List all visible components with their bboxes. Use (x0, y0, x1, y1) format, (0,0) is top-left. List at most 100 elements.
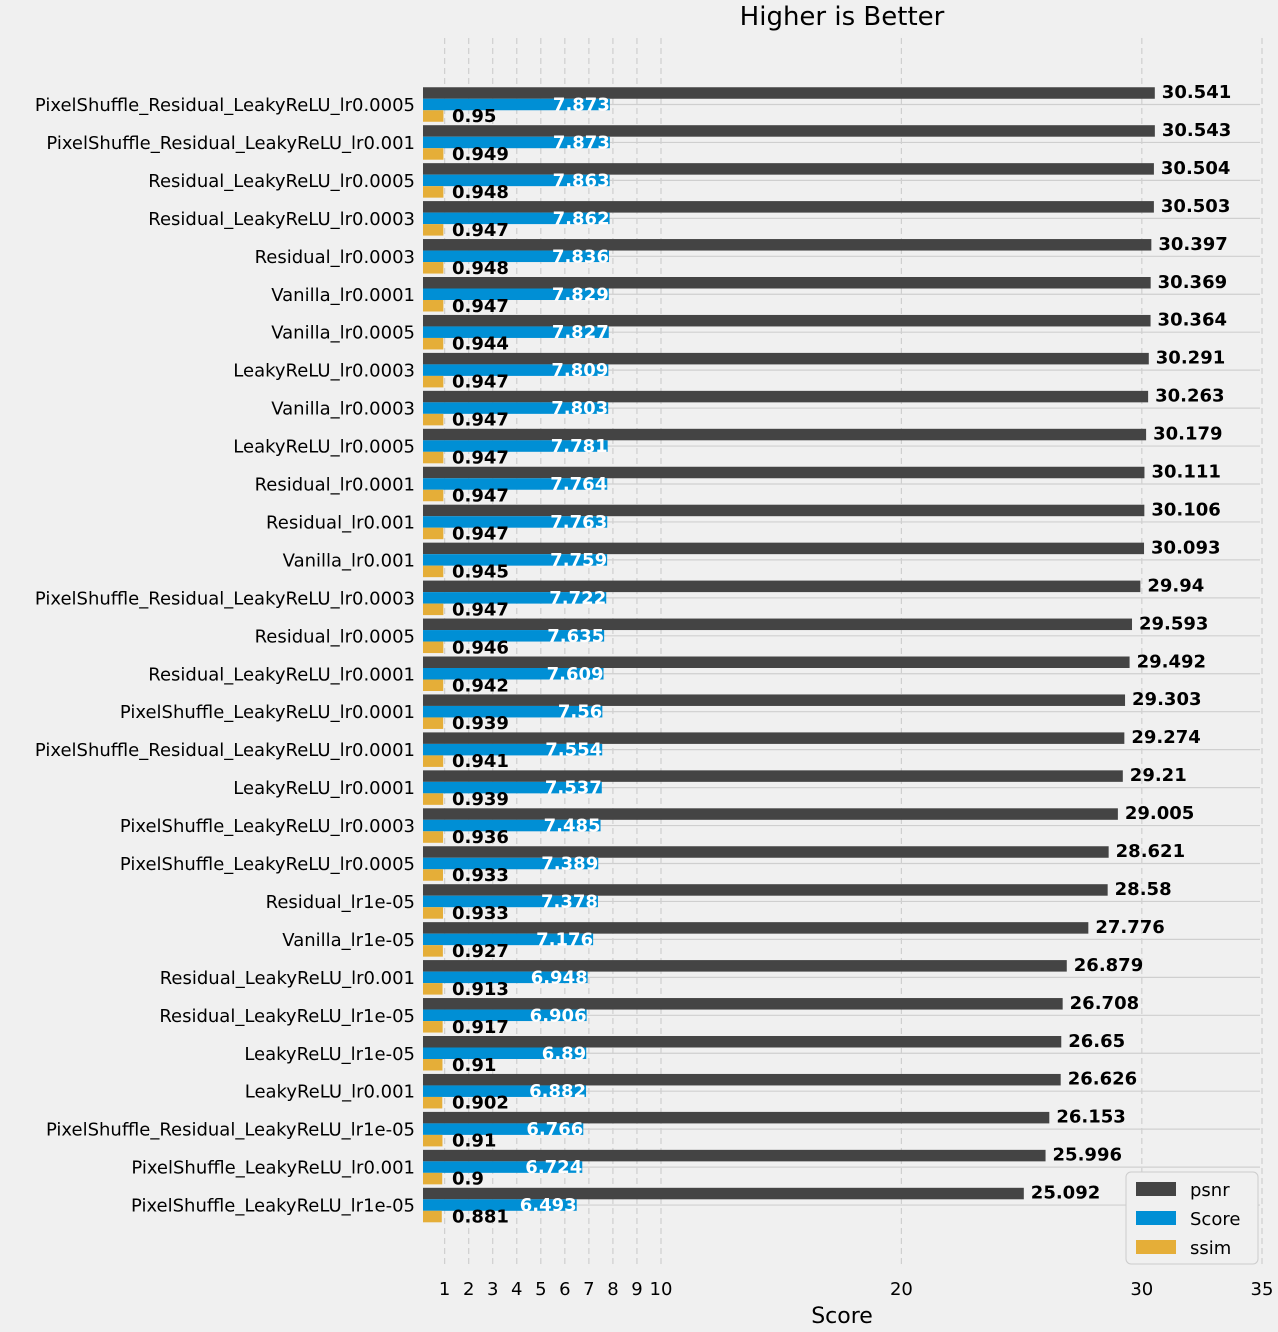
category-label: PixelShuffle_Residual_LeakyReLU_lr0.0003 (35, 588, 415, 609)
ssim-value-label: 0.942 (452, 675, 509, 696)
ssim-bar (423, 110, 444, 122)
ssim-value-label: 0.936 (452, 827, 509, 848)
category-label: Vanilla_lr0.0003 (271, 399, 415, 420)
score-bar (423, 554, 608, 566)
score-value-label: 7.863 (553, 170, 610, 191)
score-value-label: 7.829 (552, 284, 609, 305)
psnr-value-label: 30.093 (1151, 537, 1220, 558)
score-bar (423, 705, 603, 718)
ssim-value-label: 0.881 (452, 1207, 509, 1228)
x-tick-label: 3 (487, 1279, 498, 1300)
ssim-bar (423, 831, 444, 843)
psnr-bar (423, 201, 1154, 213)
psnr-bar (423, 87, 1155, 99)
ssim-value-label: 0.948 (452, 182, 509, 203)
category-label: LeakyReLU_lr1e-05 (244, 1044, 415, 1065)
x-tick-label: 30 (1130, 1279, 1153, 1300)
category-label: Vanilla_lr0.0001 (271, 285, 415, 306)
psnr-bar (423, 846, 1109, 858)
psnr-bar (423, 960, 1067, 972)
psnr-bar (423, 314, 1151, 327)
score-bar (423, 98, 610, 111)
category-label: Vanilla_lr0.0005 (271, 323, 415, 344)
psnr-value-label: 25.996 (1053, 1145, 1122, 1166)
ssim-bar (423, 603, 444, 616)
ssim-bar (423, 262, 444, 274)
score-value-label: 7.722 (549, 588, 606, 609)
score-bar (423, 781, 602, 794)
psnr-value-label: 30.541 (1162, 82, 1231, 103)
psnr-value-label: 29.303 (1132, 689, 1201, 710)
score-bar (423, 630, 605, 642)
ssim-value-label: 0.947 (452, 410, 509, 431)
score-bar (423, 857, 599, 870)
ssim-value-label: 0.941 (452, 751, 509, 772)
score-bar (423, 668, 604, 680)
category-label: PixelShuffle_LeakyReLU_lr1e-05 (131, 1196, 415, 1217)
category-label: Residual_lr0.0005 (255, 626, 415, 647)
score-value-label: 7.176 (536, 929, 593, 950)
psnr-bar (423, 1187, 1024, 1200)
score-bar (423, 478, 608, 490)
score-value-label: 7.781 (551, 436, 608, 457)
ssim-value-label: 0.902 (452, 1093, 509, 1114)
ssim-bar (423, 717, 444, 729)
ssim-value-label: 0.939 (452, 713, 509, 734)
score-bar (423, 1123, 584, 1135)
x-tick-labels: 1 2 3 4 5 6 7 8 9 10 20 30 35 (439, 1279, 1274, 1300)
score-bar (423, 326, 609, 338)
ssim-bar (423, 1059, 443, 1071)
value-labels-layer: 30.541 7.873 0.95 30.543 7.873 0.949 30.504 7.8… (452, 82, 1231, 1228)
psnr-bar (423, 352, 1149, 365)
psnr-value-label: 30.369 (1158, 272, 1227, 293)
psnr-bar (423, 466, 1145, 479)
score-bar (423, 364, 609, 376)
score-value-label: 6.906 (530, 1005, 587, 1026)
score-value-label: 7.763 (550, 512, 607, 533)
x-tick-label: 2 (463, 1279, 474, 1300)
ssim-value-label: 0.91 (452, 1055, 496, 1076)
category-label: PixelShuffle_LeakyReLU_lr0.0003 (120, 816, 415, 837)
score-value-label: 7.827 (552, 322, 609, 343)
x-tick-label: 1 (439, 1279, 450, 1300)
category-label: Vanilla_lr0.001 (283, 550, 415, 571)
ssim-bar (423, 375, 444, 388)
ssim-value-label: 0.947 (452, 599, 509, 620)
score-value-label: 7.873 (553, 132, 610, 153)
psnr-value-label: 28.621 (1116, 841, 1185, 862)
ssim-bar (423, 300, 444, 312)
score-value-label: 6.493 (520, 1195, 577, 1216)
psnr-bar (423, 428, 1147, 441)
category-label: LeakyReLU_lr0.001 (245, 1082, 415, 1103)
score-value-label: 7.554 (545, 740, 602, 761)
psnr-bar (423, 277, 1151, 289)
psnr-value-label: 30.504 (1161, 158, 1230, 179)
category-label: Residual_LeakyReLU_lr0.0005 (148, 171, 415, 192)
x-tick-label: 6 (559, 1279, 570, 1300)
ssim-bar (423, 148, 444, 160)
ssim-bar (423, 1134, 443, 1147)
ssim-bar (423, 1096, 443, 1109)
score-value-label: 7.836 (552, 246, 609, 267)
score-value-label: 6.766 (526, 1119, 583, 1140)
category-label: Vanilla_lr1e-05 (282, 930, 415, 951)
score-bar (423, 933, 594, 946)
ssim-value-label: 0.917 (452, 1017, 509, 1038)
ssim-bar (423, 451, 444, 464)
score-bar (423, 1199, 577, 1211)
psnr-bar (423, 163, 1154, 175)
ssim-value-label: 0.944 (452, 334, 509, 355)
ssim-value-label: 0.949 (452, 144, 509, 165)
x-tick-label: 8 (607, 1279, 618, 1300)
score-value-label: 7.803 (551, 398, 608, 419)
ssim-value-label: 0.948 (452, 258, 509, 279)
psnr-bar (423, 884, 1108, 896)
score-bar (423, 895, 598, 908)
ssim-value-label: 0.946 (452, 637, 509, 658)
score-value-label: 6.89 (542, 1043, 586, 1064)
score-value-label: 6.882 (529, 1081, 586, 1102)
score-value-label: 7.759 (550, 550, 607, 571)
ssim-bar (423, 679, 444, 691)
psnr-bar (423, 390, 1149, 403)
legend-swatch (1136, 1211, 1176, 1225)
